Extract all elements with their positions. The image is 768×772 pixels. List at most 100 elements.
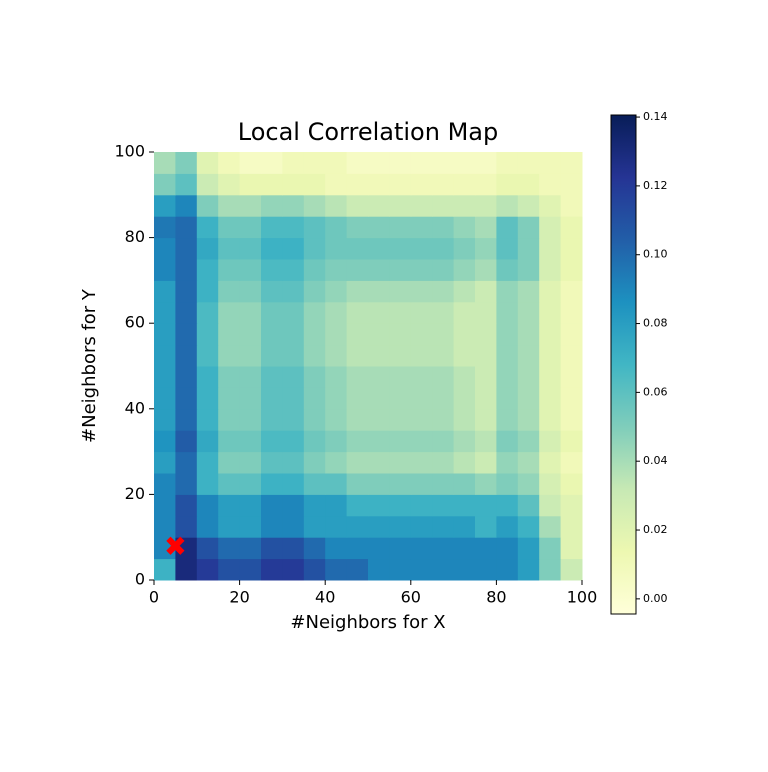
- heatmap-cell: [475, 173, 497, 196]
- heatmap-cell: [496, 366, 519, 388]
- heatmap-cell: [368, 494, 390, 517]
- heatmap-cell: [539, 259, 562, 281]
- heatmap-cell: [218, 451, 241, 474]
- heatmap-cell: [389, 387, 412, 410]
- heatmap-cell: [154, 451, 176, 474]
- heatmap-cell: [432, 473, 455, 495]
- heatmap-cell: [346, 387, 369, 410]
- heatmap-cell: [239, 173, 262, 196]
- heatmap-cell: [560, 323, 583, 346]
- heatmap-cell: [325, 366, 348, 388]
- colorbar-tick-label: 0.14: [643, 110, 668, 123]
- heatmap-cell: [239, 537, 262, 560]
- heatmap-cell: [175, 280, 198, 303]
- heatmap-cell: [282, 323, 305, 346]
- colorbar-tick-label: 0.06: [643, 385, 668, 398]
- heatmap-cell: [218, 515, 241, 538]
- colorbar-tick-label: 0.02: [643, 523, 668, 536]
- heatmap-cell: [196, 387, 219, 410]
- heatmap-cell: [282, 259, 305, 281]
- heatmap-cell: [282, 430, 305, 453]
- heatmap-cell: [346, 216, 369, 239]
- heatmap-cell: [346, 152, 369, 174]
- heatmap-cell: [368, 259, 390, 281]
- heatmap-cell: [196, 280, 219, 303]
- heatmap-cell: [453, 451, 476, 474]
- heatmap-cell: [175, 237, 198, 260]
- heatmap-cell: [261, 301, 283, 324]
- heatmap-cell: [560, 259, 583, 281]
- heatmap-cell: [475, 473, 497, 495]
- heatmap-cell: [282, 515, 305, 538]
- heatmap-cell: [346, 173, 369, 196]
- heatmap-cell: [560, 237, 583, 260]
- heatmap-cell: [175, 515, 198, 538]
- heatmap-cell: [475, 366, 497, 388]
- heatmap-cell: [368, 430, 390, 453]
- heatmap-cell: [325, 494, 348, 517]
- heatmap-cell: [303, 515, 326, 538]
- heatmap-cell: [410, 237, 433, 260]
- heatmap-cell: [325, 537, 348, 560]
- heatmap-cell: [218, 430, 241, 453]
- heatmap-cell: [368, 301, 390, 324]
- heatmap-cell: [346, 366, 369, 388]
- heatmap-cell: [196, 451, 219, 474]
- heatmap-cell: [496, 152, 519, 174]
- heatmap-cell: [325, 194, 348, 217]
- heatmap-cell: [410, 216, 433, 239]
- heatmap-cell: [239, 280, 262, 303]
- heatmap-cell: [453, 237, 476, 260]
- heatmap-cell: [303, 537, 326, 560]
- heatmap-cell: [432, 558, 455, 581]
- heatmap-cell: [560, 451, 583, 474]
- heatmap-cell: [303, 152, 326, 174]
- heatmap-cell: [346, 473, 369, 495]
- heatmap-cell: [239, 494, 262, 517]
- heatmap-cell: [517, 237, 540, 260]
- heatmap-cell: [496, 173, 519, 196]
- heatmap-cell: [261, 387, 283, 410]
- heatmap-cell: [560, 387, 583, 410]
- heatmap-cell: [410, 323, 433, 346]
- heatmap-cell: [154, 408, 176, 431]
- heatmap-cell: [410, 387, 433, 410]
- heatmap-cell: [196, 323, 219, 346]
- heatmap-cell: [560, 344, 583, 367]
- heatmap-cell: [453, 194, 476, 217]
- heatmap-cell: [154, 515, 176, 538]
- heatmap-cell: [175, 323, 198, 346]
- y-tick-label: 40: [125, 398, 145, 417]
- heatmap-cell: [517, 387, 540, 410]
- heatmap-cell: [154, 558, 176, 581]
- heatmap-cell: [517, 323, 540, 346]
- heatmap-cell: [303, 430, 326, 453]
- heatmap-cell: [282, 451, 305, 474]
- colorbar-tick-label: 0.04: [643, 454, 668, 467]
- heatmap-cell: [368, 344, 390, 367]
- heatmap-cell: [453, 494, 476, 517]
- heatmap-cell: [196, 301, 219, 324]
- heatmap-cell: [475, 408, 497, 431]
- chart-title: Local Correlation Map: [238, 118, 498, 146]
- heatmap-cell: [346, 259, 369, 281]
- heatmap-cell: [175, 366, 198, 388]
- heatmap-cell: [517, 301, 540, 324]
- heatmap-cell: [368, 280, 390, 303]
- heatmap-cell: [410, 259, 433, 281]
- heatmap-cell: [517, 537, 540, 560]
- heatmap-cell: [196, 216, 219, 239]
- heatmap-cell: [154, 152, 176, 174]
- heatmap-cell: [261, 152, 283, 174]
- heatmap-cell: [239, 558, 262, 581]
- heatmap-cell: [175, 152, 198, 174]
- heatmap-cell: [389, 173, 412, 196]
- heatmap-cell: [475, 387, 497, 410]
- heatmap-cell: [154, 259, 176, 281]
- y-tick-label: 20: [125, 484, 145, 503]
- heatmap-cell: [560, 408, 583, 431]
- heatmap-cell: [303, 216, 326, 239]
- heatmap-cell: [410, 558, 433, 581]
- heatmap-cell: [368, 216, 390, 239]
- heatmap-cell: [539, 366, 562, 388]
